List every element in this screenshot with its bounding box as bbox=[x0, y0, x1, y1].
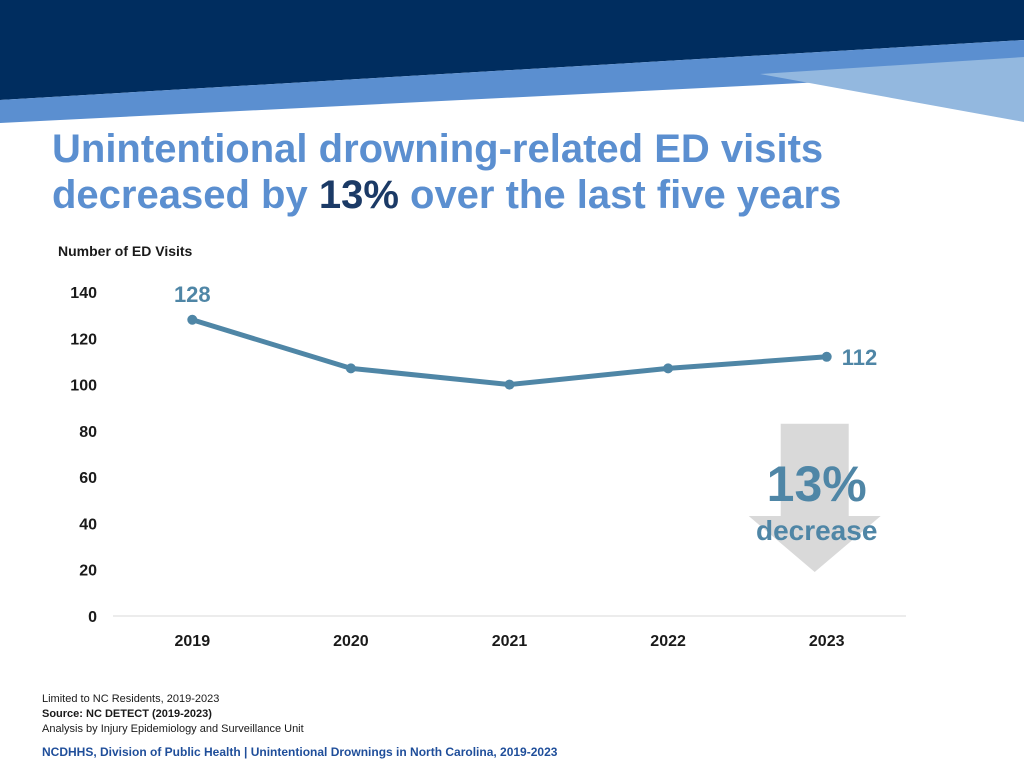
data-point bbox=[187, 314, 198, 325]
y-axis-ticks: 0 20 40 60 80 100 120 140 bbox=[70, 285, 97, 626]
banner-light-band bbox=[760, 57, 1024, 122]
y-tick-label: 60 bbox=[79, 470, 97, 487]
x-tick-label: 2019 bbox=[175, 633, 211, 650]
y-tick-label: 40 bbox=[79, 516, 97, 533]
x-tick-label: 2021 bbox=[492, 633, 528, 650]
banner-blue-band bbox=[0, 40, 1024, 123]
y-axis-title: Number of ED Visits bbox=[58, 243, 193, 259]
data-label: 128 bbox=[174, 282, 211, 307]
down-arrow-icon bbox=[748, 423, 881, 572]
y-tick-label: 80 bbox=[79, 424, 97, 441]
callout-value: 13% bbox=[767, 456, 867, 512]
decrease-callout: 13% decrease bbox=[748, 423, 881, 572]
banner-navy-band bbox=[0, 0, 1024, 100]
x-tick-label: 2020 bbox=[333, 633, 369, 650]
y-tick-label: 140 bbox=[70, 285, 97, 302]
data-point bbox=[663, 363, 674, 374]
x-axis-ticks: 2019 2020 2021 2022 2023 bbox=[175, 633, 845, 650]
header-banner bbox=[0, 0, 1024, 123]
y-tick-label: 0 bbox=[88, 609, 97, 626]
x-tick-label: 2023 bbox=[809, 633, 845, 650]
footer-text: NCDHHS, Division of Public Health | Unin… bbox=[42, 745, 558, 759]
y-tick-label: 120 bbox=[70, 331, 97, 348]
note-scope: Limited to NC Residents, 2019-2023 bbox=[42, 693, 220, 705]
y-tick-label: 20 bbox=[79, 563, 97, 580]
note-source: Source: NC DETECT (2019-2023) bbox=[42, 708, 212, 720]
note-analysis: Analysis by Injury Epidemiology and Surv… bbox=[42, 723, 304, 735]
line-chart: Number of ED Visits 0 20 40 60 80 100 120 140 2… bbox=[58, 243, 906, 650]
slide-title: Unintentional drowning-related ED visits… bbox=[52, 127, 842, 217]
data-label: 112 bbox=[842, 345, 878, 370]
title-highlight: 13% bbox=[318, 173, 399, 217]
data-point bbox=[345, 363, 356, 374]
series-layer: 128 112 bbox=[174, 282, 877, 390]
x-tick-label: 2022 bbox=[650, 633, 686, 650]
callout-label: decrease bbox=[756, 515, 877, 546]
data-point bbox=[821, 351, 832, 362]
data-point bbox=[504, 379, 515, 390]
series-line bbox=[189, 317, 830, 388]
chart-notes: Limited to NC Residents, 2019-2023 Sourc… bbox=[42, 692, 304, 737]
y-tick-label: 100 bbox=[70, 378, 97, 395]
